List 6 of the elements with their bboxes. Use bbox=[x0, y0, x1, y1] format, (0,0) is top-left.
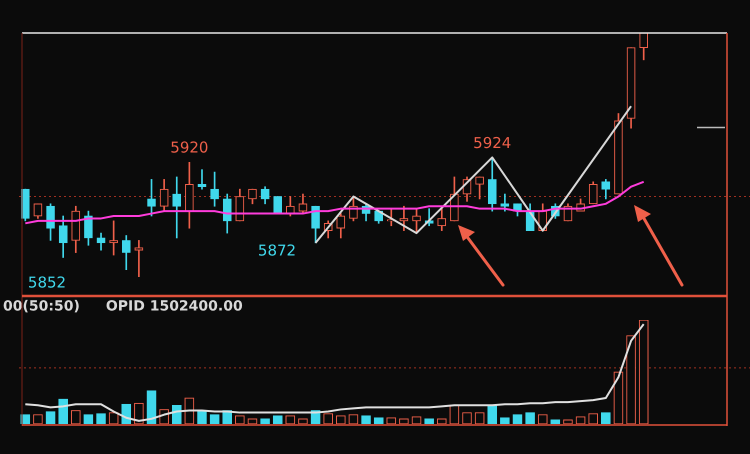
text: OPID 1502400.00 bbox=[106, 298, 243, 315]
text: 00(50:50) bbox=[3, 298, 80, 315]
annotation: 5924 bbox=[473, 134, 512, 152]
annotation: 5852 bbox=[28, 273, 66, 292]
annotation: 5872 bbox=[258, 241, 296, 260]
annotation: 5920 bbox=[170, 138, 208, 157]
